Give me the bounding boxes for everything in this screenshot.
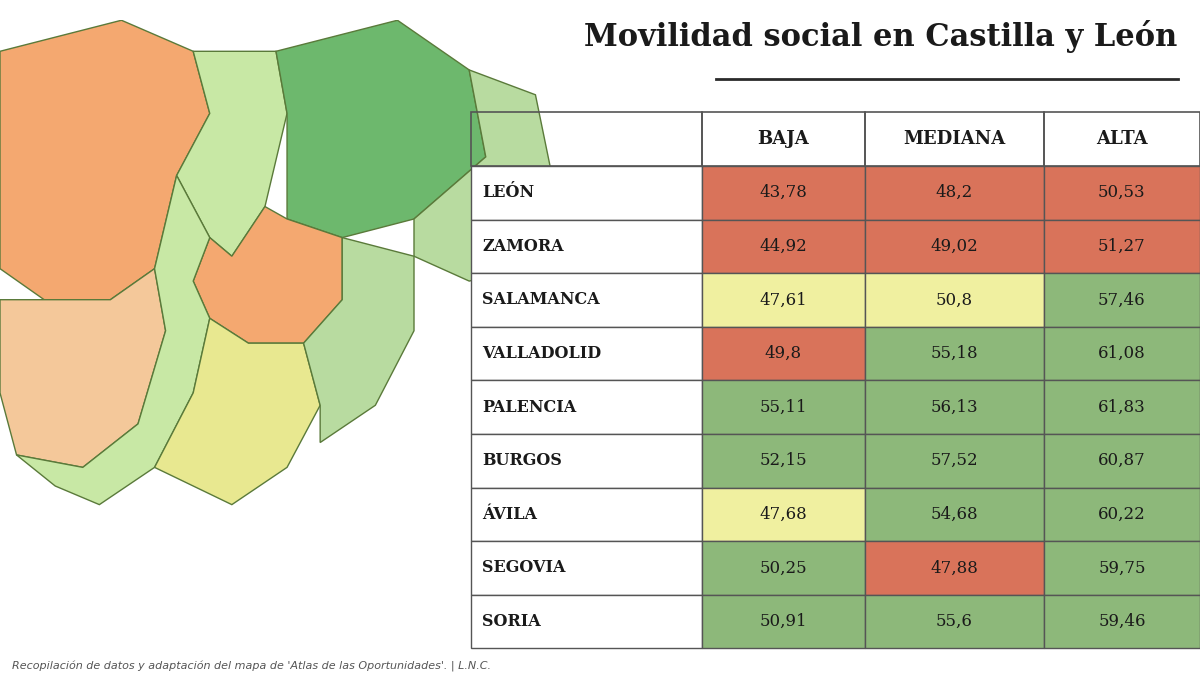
Bar [865,327,1044,380]
Bar [702,487,865,541]
Bar [702,380,865,434]
Text: ZAMORA: ZAMORA [482,238,564,255]
Bar [470,113,702,166]
Text: 49,8: 49,8 [764,345,802,362]
Text: 47,68: 47,68 [760,506,808,523]
Bar [470,327,702,380]
Bar [470,273,702,327]
Text: 55,6: 55,6 [936,613,973,630]
Text: 57,46: 57,46 [1098,292,1146,308]
Bar [1044,595,1200,648]
Text: 52,15: 52,15 [760,452,808,469]
Bar [865,487,1044,541]
Text: 48,2: 48,2 [936,184,973,201]
Text: SEGOVIA: SEGOVIA [482,560,565,576]
Text: 59,46: 59,46 [1098,613,1146,630]
Bar [470,380,702,434]
Text: ALTA: ALTA [1096,130,1147,148]
Bar [865,113,1044,166]
Text: MEDIANA: MEDIANA [904,130,1006,148]
Bar [865,541,1044,595]
Text: 50,8: 50,8 [936,292,973,308]
Text: 51,27: 51,27 [1098,238,1146,255]
Text: ÁVILA: ÁVILA [482,506,538,523]
Text: 49,02: 49,02 [931,238,978,255]
Bar [702,273,865,327]
Text: PALENCIA: PALENCIA [482,399,576,416]
Text: VALLADOLID: VALLADOLID [482,345,601,362]
Bar [865,166,1044,219]
Text: 50,91: 50,91 [760,613,808,630]
Bar [865,380,1044,434]
Bar [1044,327,1200,380]
Bar [865,273,1044,327]
Text: SORIA: SORIA [482,613,541,630]
Polygon shape [0,269,166,467]
Bar [865,595,1044,648]
Text: BAJA: BAJA [757,130,809,148]
Bar [702,219,865,273]
Bar [1044,487,1200,541]
Text: 60,87: 60,87 [1098,452,1146,469]
Bar [702,166,865,219]
Bar [1044,541,1200,595]
Bar [702,434,865,487]
Polygon shape [155,319,320,505]
Bar [1044,273,1200,327]
Bar [865,219,1044,273]
Bar [702,327,865,380]
Text: 55,11: 55,11 [760,399,808,416]
Text: 56,13: 56,13 [931,399,978,416]
Text: 60,22: 60,22 [1098,506,1146,523]
Text: 50,53: 50,53 [1098,184,1146,201]
Text: 59,75: 59,75 [1098,560,1146,576]
Bar [1044,434,1200,487]
Text: 54,68: 54,68 [931,506,978,523]
Text: 57,52: 57,52 [931,452,978,469]
Text: BURGOS: BURGOS [482,452,562,469]
Bar [702,541,865,595]
Text: 61,83: 61,83 [1098,399,1146,416]
Bar [470,166,702,219]
Polygon shape [193,207,342,343]
Bar [1044,219,1200,273]
Bar [1044,113,1200,166]
Text: 55,18: 55,18 [931,345,978,362]
Text: 43,78: 43,78 [760,184,808,201]
Bar [1044,166,1200,219]
Text: Movilidad social en Castilla y León: Movilidad social en Castilla y León [584,20,1177,53]
Bar [470,487,702,541]
Text: 47,61: 47,61 [760,292,808,308]
Polygon shape [304,238,414,443]
Polygon shape [176,51,287,256]
Text: SALAMANCA: SALAMANCA [482,292,600,308]
Bar [1044,380,1200,434]
Text: 50,25: 50,25 [760,560,808,576]
Bar [702,113,865,166]
Bar [702,595,865,648]
Bar [470,434,702,487]
Text: 47,88: 47,88 [930,560,978,576]
Polygon shape [276,20,486,238]
Polygon shape [414,70,552,281]
Bar [470,219,702,273]
Polygon shape [0,20,210,300]
Text: LEÓN: LEÓN [482,184,534,201]
Polygon shape [17,176,210,505]
Text: 61,08: 61,08 [1098,345,1146,362]
Bar [865,434,1044,487]
Bar [470,541,702,595]
Text: 44,92: 44,92 [760,238,808,255]
Bar [470,595,702,648]
Text: Recopilación de datos y adaptación del mapa de 'Atlas de las Oportunidades'. | L: Recopilación de datos y adaptación del m… [12,661,491,672]
